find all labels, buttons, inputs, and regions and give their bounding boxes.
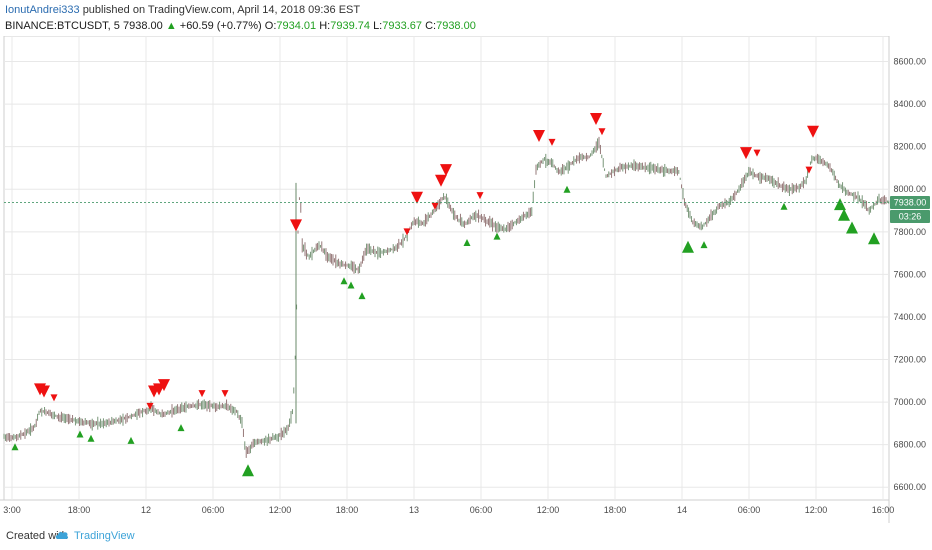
buy-signal-marker [177,424,185,432]
buy-signal-marker [76,430,84,438]
sell-signal-marker [440,164,452,177]
low-value: 7933.67 [382,20,423,32]
buy-signal-marker [846,221,858,234]
last-price-badge: 7938.00 03:26 [890,195,930,223]
publish-line: IonutAndrei333 published on TradingView.… [5,4,360,16]
price-tick-label: 8000.00 [893,184,926,194]
time-tick-label: 13 [409,505,419,515]
plot-area[interactable] [3,36,890,501]
price-tick-label: 8400.00 [893,99,926,109]
tradingview-logo-icon[interactable] [54,529,70,541]
low-label: L: [373,20,383,32]
created-with-text: Created with [6,530,68,542]
symbol-legend: BINANCE:BTCUSDT, 5 7938.00 ▲ +60.59 (+0.… [5,20,476,32]
buy-signal-marker [493,232,501,240]
price-tick-label: 8600.00 [893,57,926,67]
time-tick-label: 3:00 [3,505,21,515]
time-tick-label: 14 [677,505,687,515]
buy-signal-marker [340,277,348,285]
price-change: +60.59 (+0.77%) [179,20,262,32]
sell-signal-marker [221,390,229,398]
sell-signal-marker [807,125,819,138]
sell-signal-marker [290,219,302,232]
sell-signal-marker [403,228,411,236]
buy-signal-marker [358,292,366,300]
buy-signal-marker [834,198,846,211]
open-label: O: [264,20,277,32]
price-tick-label: 7200.00 [893,355,926,365]
time-tick-label: 06:00 [738,505,761,515]
price-axis[interactable]: 6600.00 6800.00 7000.00 7200.00 7400.00 7600.… [893,57,926,493]
time-tick-label: 18:00 [336,505,359,515]
time-tick-label: 06:00 [470,505,493,515]
price-tick-label: 7600.00 [893,269,926,279]
price-tick-label: 8200.00 [893,142,926,152]
sell-signal-marker [431,202,439,210]
signal-markers [11,113,880,477]
symbol-name[interactable]: BINANCE:BTCUSDT, 5 [5,20,120,32]
sell-signal-marker [753,149,761,157]
sell-signal-marker [805,166,813,174]
close-value: 7938.00 [436,20,476,32]
buy-signal-marker [463,238,471,246]
buy-signal-marker [127,436,135,444]
buy-signal-marker [868,232,880,245]
buy-signal-marker [780,202,788,210]
sell-signal-marker [146,402,154,410]
time-tick-label: 06:00 [202,505,225,515]
sell-signal-marker [50,394,58,402]
price-series [3,136,890,458]
sell-signal-marker [548,138,556,146]
buy-signal-marker [563,185,571,193]
author-link[interactable]: IonutAndrei333 [5,4,80,16]
high-value: 7939.74 [330,20,370,32]
countdown-label: 03:26 [899,211,922,221]
buy-signal-marker [347,281,355,289]
last-price-label: 7938.00 [894,197,927,207]
sell-signal-marker [598,128,606,136]
time-tick-label: 18:00 [604,505,627,515]
sell-signal-marker [411,191,423,204]
price-tick-label: 6600.00 [893,482,926,492]
sell-signal-marker [198,390,206,398]
buy-signal-marker [682,240,694,253]
sell-signal-marker [435,174,447,187]
sell-signal-marker [476,192,484,200]
grid-lines [4,36,889,500]
time-tick-label: 12:00 [269,505,292,515]
high-label: H: [319,20,331,32]
time-tick-label: 12:00 [805,505,828,515]
price-tick-label: 7000.00 [893,397,926,407]
close-label: C: [425,20,437,32]
sell-signal-marker [590,113,602,126]
price-tick-label: 7800.00 [893,227,926,237]
up-arrow-icon: ▲ [165,20,177,32]
buy-signal-marker [87,434,95,442]
price-chart[interactable]: 6600.00 6800.00 7000.00 7200.00 7400.00 7600.… [0,36,932,523]
time-tick-label: 12:00 [537,505,560,515]
time-tick-label: 16:00 [872,505,895,515]
buy-signal-marker [700,241,708,249]
price-tick-label: 6800.00 [893,440,926,450]
last-price: 7938.00 [122,20,163,32]
buy-signal-marker [11,443,19,451]
chart-header: IonutAndrei333 published on TradingView.… [0,0,932,36]
time-axis[interactable]: 3:00 18:00 12 06:00 12:00 18:00 13 06:00 12:00 18… [3,505,894,515]
sell-signal-marker [533,130,545,143]
sell-signal-marker [158,379,170,392]
buy-signal-marker [838,208,850,221]
buy-signal-marker [242,464,254,477]
footer: Created with TradingView [0,523,932,550]
time-tick-label: 18:00 [68,505,91,515]
price-tick-label: 7400.00 [893,312,926,322]
sell-signal-marker [38,385,50,398]
sell-signal-marker [740,147,752,160]
tradingview-brand[interactable]: TradingView [74,530,135,542]
published-text: published on TradingView.com, April 14, … [82,4,361,16]
time-tick-label: 12 [141,505,151,515]
open-value: 7934.01 [276,20,317,32]
